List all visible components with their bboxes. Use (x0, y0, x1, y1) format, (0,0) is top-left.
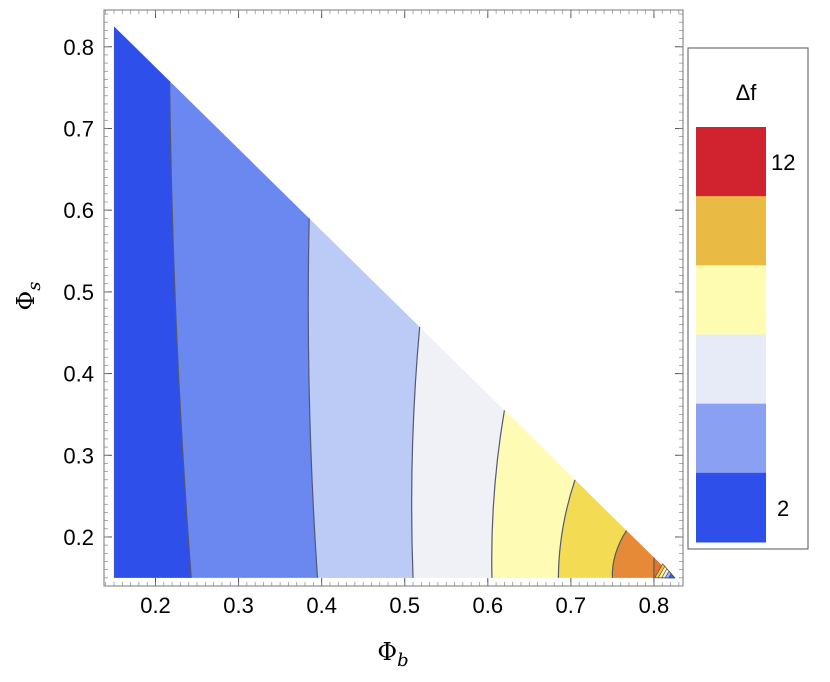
x-axis-ticks: 0.2 0.3 0.4 0.5 0.6 0.7 0.8 (105, 10, 680, 618)
legend-swatch (696, 334, 766, 405)
contour-band (612, 530, 654, 578)
contour-regions (113, 26, 676, 579)
contour-band (491, 410, 576, 578)
contour-line (411, 326, 421, 578)
contour-band (411, 327, 505, 578)
legend-swatch (696, 403, 766, 474)
x-tick-label: 0.2 (140, 593, 171, 618)
plot-border (103, 9, 684, 587)
x-axis-label: Φb (377, 638, 408, 671)
contour-line (611, 530, 628, 578)
legend: Δf 12 2 (687, 47, 809, 550)
legend-label-top: 12 (771, 150, 795, 175)
contour-line (307, 218, 319, 578)
y-tick-label: 0.3 (63, 443, 94, 468)
x-tick-label: 0.3 (223, 593, 254, 618)
contour-band (558, 479, 627, 578)
contour-band (113, 26, 192, 578)
contour-band (308, 218, 420, 578)
x-tick-label: 0.7 (556, 593, 587, 618)
legend-swatch (696, 472, 766, 543)
x-tick-label: 0.5 (389, 593, 420, 618)
legend-label-bottom: 2 (777, 496, 789, 521)
y-tick-label: 0.6 (63, 198, 94, 223)
y-axis-ticks: 0.2 0.3 0.4 0.5 0.6 0.7 0.8 (63, 13, 683, 587)
contour-line (491, 410, 505, 578)
y-axis-label: Φs (12, 282, 45, 311)
legend-swatch (696, 196, 766, 266)
x-tick-label: 0.8 (639, 593, 670, 618)
contour-line (557, 479, 576, 578)
y-tick-label: 0.4 (63, 362, 94, 387)
contour-line (169, 81, 192, 578)
y-tick-label: 0.8 (63, 35, 94, 60)
legend-swatch (696, 127, 766, 197)
y-tick-label: 0.7 (63, 116, 94, 141)
legend-swatches (696, 127, 766, 543)
contour-band (169, 81, 318, 578)
legend-title: Δf (736, 80, 758, 105)
plot-frame (103, 9, 684, 587)
x-tick-label: 0.6 (472, 593, 503, 618)
legend-swatch (696, 265, 766, 335)
x-tick-label: 0.4 (306, 593, 337, 618)
contour-band (668, 573, 676, 579)
y-tick-label: 0.5 (63, 280, 94, 305)
y-tick-label: 0.2 (63, 525, 94, 550)
